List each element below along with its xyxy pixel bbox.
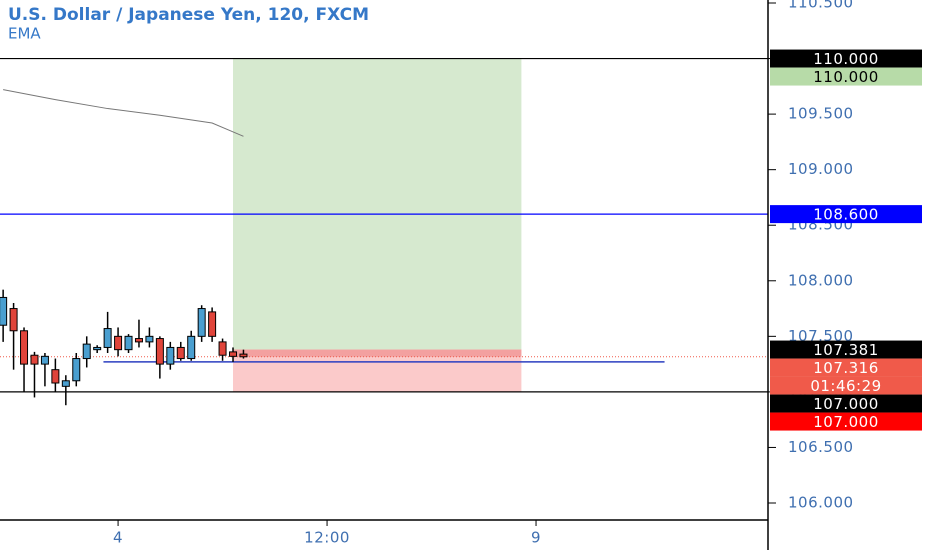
candle-body bbox=[197, 308, 206, 337]
chart-title: U.S. Dollar / Japanese Yen, 120, FXCM bbox=[8, 5, 369, 25]
candle-body bbox=[61, 380, 70, 387]
candle-body bbox=[155, 338, 164, 365]
candle-body bbox=[134, 338, 143, 343]
price-label-box bbox=[770, 49, 922, 68]
candle-body bbox=[0, 296, 8, 326]
open-pnl-zone bbox=[233, 349, 522, 357]
candle-body bbox=[20, 330, 29, 365]
y-tick-label: 109.000 bbox=[788, 160, 854, 178]
candle-body bbox=[40, 355, 49, 365]
y-tick-label: 106.000 bbox=[788, 494, 854, 512]
y-tick-label: 106.500 bbox=[788, 438, 854, 456]
candle-body bbox=[9, 308, 18, 332]
countdown-box bbox=[770, 376, 922, 395]
candle-body bbox=[239, 353, 248, 358]
price-label: 110.000 bbox=[813, 68, 879, 86]
countdown: 01:46:29 bbox=[810, 377, 881, 395]
candle-body bbox=[229, 351, 238, 357]
candle-body bbox=[208, 311, 217, 337]
price-label-box bbox=[770, 394, 922, 413]
price-label-box bbox=[770, 358, 922, 377]
price-label: 110.000 bbox=[813, 50, 879, 68]
candle-body bbox=[218, 341, 227, 356]
indicator-name: EMA bbox=[8, 25, 41, 43]
y-tick-label: 107.500 bbox=[788, 327, 854, 345]
y-tick-label: 110.500 bbox=[788, 0, 854, 12]
candle-body bbox=[145, 335, 154, 343]
candle-body bbox=[176, 346, 185, 360]
candle-body bbox=[51, 369, 60, 384]
candle-body bbox=[82, 343, 91, 360]
price-label: 107.000 bbox=[813, 413, 879, 431]
price-label: 107.000 bbox=[813, 395, 879, 413]
price-label: 107.381 bbox=[813, 341, 879, 359]
candle-body bbox=[114, 335, 123, 351]
y-tick-label: 109.500 bbox=[788, 105, 854, 123]
candle-body bbox=[103, 328, 112, 348]
y-tick-label: 108.000 bbox=[788, 271, 854, 289]
price-label-box bbox=[770, 205, 922, 224]
candle-body bbox=[93, 346, 102, 351]
price-label-box bbox=[770, 412, 922, 431]
candle-body bbox=[166, 346, 175, 365]
x-tick-label: 9 bbox=[531, 529, 541, 547]
price-label-box bbox=[770, 67, 922, 86]
price-label: 107.316 bbox=[813, 359, 879, 377]
candle-body bbox=[187, 335, 196, 360]
ema-line bbox=[3, 89, 244, 137]
candle-body bbox=[72, 358, 81, 382]
candle-body bbox=[124, 335, 133, 351]
x-tick-label: 12:00 bbox=[304, 529, 350, 547]
profit-zone bbox=[233, 58, 522, 350]
price-label-box bbox=[770, 340, 922, 359]
price-label: 108.600 bbox=[813, 206, 879, 224]
x-tick-label: 4 bbox=[113, 529, 123, 547]
candle-body bbox=[30, 354, 39, 365]
